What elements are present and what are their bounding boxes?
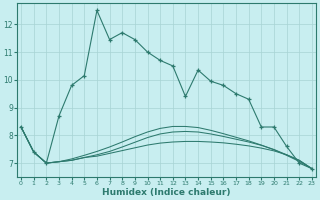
X-axis label: Humidex (Indice chaleur): Humidex (Indice chaleur) [102, 188, 231, 197]
